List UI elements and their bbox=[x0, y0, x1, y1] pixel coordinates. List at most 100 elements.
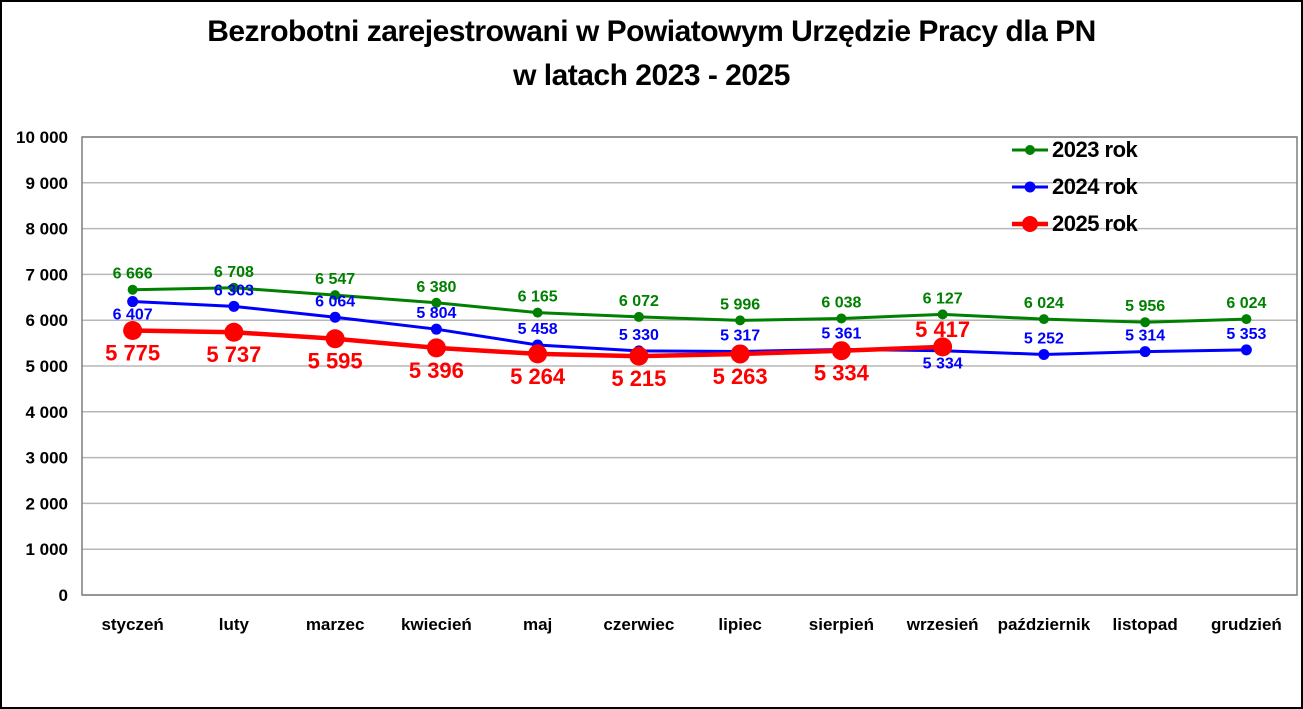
data-label: 6 708 bbox=[214, 264, 254, 281]
x-axis-label: marzec bbox=[306, 615, 365, 634]
data-label: 5 417 bbox=[915, 317, 970, 342]
data-point bbox=[933, 337, 953, 357]
data-label: 5 361 bbox=[821, 325, 861, 342]
data-point bbox=[937, 309, 948, 320]
data-label: 5 252 bbox=[1024, 330, 1064, 347]
data-label: 5 334 bbox=[923, 356, 963, 373]
legend-item-2025: 2025 rok bbox=[1010, 205, 1138, 242]
data-label: 5 334 bbox=[814, 361, 870, 386]
legend-series-line-icon bbox=[1012, 215, 1048, 232]
data-label: 6 547 bbox=[315, 271, 355, 288]
data-label: 5 396 bbox=[409, 358, 464, 383]
data-point bbox=[325, 329, 345, 349]
data-label: 5 996 bbox=[720, 296, 760, 313]
x-axis-label: kwiecień bbox=[401, 615, 472, 634]
data-label: 6 127 bbox=[923, 290, 963, 307]
x-axis-label: styczeń bbox=[101, 615, 163, 634]
legend-series-line-icon bbox=[1012, 144, 1048, 155]
data-point bbox=[1140, 317, 1151, 328]
data-point bbox=[127, 296, 139, 308]
data-point bbox=[730, 344, 750, 364]
y-tick-label: 8 000 bbox=[25, 220, 68, 239]
data-point bbox=[532, 307, 543, 318]
y-tick-label: 0 bbox=[59, 586, 68, 605]
chart-title-line1: Bezrobotni zarejestrowani w Powiatowym U… bbox=[207, 15, 1096, 48]
x-axis-label: wrzesień bbox=[906, 615, 979, 634]
legend-label-2025: 2025 rok bbox=[1052, 210, 1138, 236]
data-point bbox=[329, 311, 341, 323]
y-tick-label: 4 000 bbox=[25, 403, 68, 422]
data-point bbox=[836, 313, 847, 324]
chart-title: Bezrobotni zarejestrowani w Powiatowym U… bbox=[2, 10, 1301, 98]
data-label: 6 024 bbox=[1024, 295, 1064, 312]
data-label: 6 666 bbox=[113, 266, 153, 283]
data-point bbox=[1241, 314, 1252, 325]
legend: 2023 rok 2024 rok 2025 rok bbox=[1010, 131, 1138, 242]
data-point bbox=[1038, 314, 1049, 325]
data-point bbox=[330, 290, 341, 301]
x-axis-label: listopad bbox=[1113, 615, 1178, 634]
data-point bbox=[228, 300, 240, 312]
data-label: 6 024 bbox=[1226, 295, 1266, 312]
x-axis-label: lipiec bbox=[718, 615, 761, 634]
data-point bbox=[426, 338, 446, 358]
legend-label-2023: 2023 rok bbox=[1052, 136, 1138, 162]
data-label: 5 458 bbox=[518, 321, 558, 338]
y-tick-label: 7 000 bbox=[25, 265, 68, 284]
y-tick-label: 1 000 bbox=[25, 540, 68, 559]
data-label: 6 407 bbox=[113, 307, 153, 324]
data-label: 5 317 bbox=[720, 327, 760, 344]
series-line-2024-rok bbox=[132, 300, 1247, 356]
data-label: 5 314 bbox=[1125, 328, 1165, 345]
data-label: 5 263 bbox=[713, 364, 768, 389]
legend-item-2023: 2023 rok bbox=[1010, 131, 1138, 168]
y-tick-label: 3 000 bbox=[25, 449, 68, 468]
data-label: 6 165 bbox=[518, 289, 558, 306]
data-label: 5 956 bbox=[1125, 298, 1165, 315]
data-point bbox=[633, 311, 644, 322]
data-label: 6 303 bbox=[214, 282, 254, 299]
legend-label-2024: 2024 rok bbox=[1052, 173, 1138, 199]
data-label: 5 215 bbox=[611, 366, 666, 391]
data-label: 5 595 bbox=[308, 349, 363, 374]
chart-title-line2: w latach 2023 - 2025 bbox=[513, 59, 790, 92]
data-label: 6 380 bbox=[416, 279, 456, 296]
x-axis-label: sierpień bbox=[809, 615, 874, 634]
x-axis-label: październik bbox=[998, 615, 1091, 634]
x-axis-label: czerwiec bbox=[603, 615, 674, 634]
data-point bbox=[629, 346, 649, 366]
data-point bbox=[1240, 344, 1252, 356]
data-point bbox=[431, 297, 442, 308]
series-line-2023-rok bbox=[132, 286, 1247, 324]
data-point bbox=[228, 282, 239, 293]
y-tick-label: 2 000 bbox=[25, 494, 68, 513]
data-label: 5 264 bbox=[510, 364, 566, 389]
data-point bbox=[735, 315, 746, 326]
data-label: 6 038 bbox=[821, 294, 861, 311]
data-point bbox=[1139, 346, 1151, 358]
y-tick-label: 6 000 bbox=[25, 311, 68, 330]
y-tick-label: 5 000 bbox=[25, 357, 68, 376]
data-point bbox=[1038, 348, 1050, 360]
legend-item-2024: 2024 rok bbox=[1010, 168, 1138, 205]
data-point bbox=[224, 322, 244, 342]
x-axis-label: luty bbox=[219, 615, 250, 634]
data-point bbox=[528, 344, 548, 364]
data-label: 5 804 bbox=[416, 305, 456, 322]
y-tick-label: 10 000 bbox=[16, 128, 68, 147]
x-axis-label: grudzień bbox=[1211, 615, 1282, 634]
data-label: 5 353 bbox=[1226, 326, 1266, 343]
data-point bbox=[127, 284, 138, 295]
data-label: 5 775 bbox=[105, 341, 160, 366]
data-label: 6 064 bbox=[315, 293, 355, 310]
plot-border bbox=[81, 136, 1298, 596]
x-axis-label: maj bbox=[523, 615, 552, 634]
data-label: 5 330 bbox=[619, 327, 659, 344]
y-tick-label: 9 000 bbox=[25, 174, 68, 193]
data-point bbox=[123, 321, 143, 341]
data-label: 6 072 bbox=[619, 293, 659, 310]
data-point bbox=[831, 341, 851, 361]
data-label: 5 737 bbox=[206, 342, 261, 367]
